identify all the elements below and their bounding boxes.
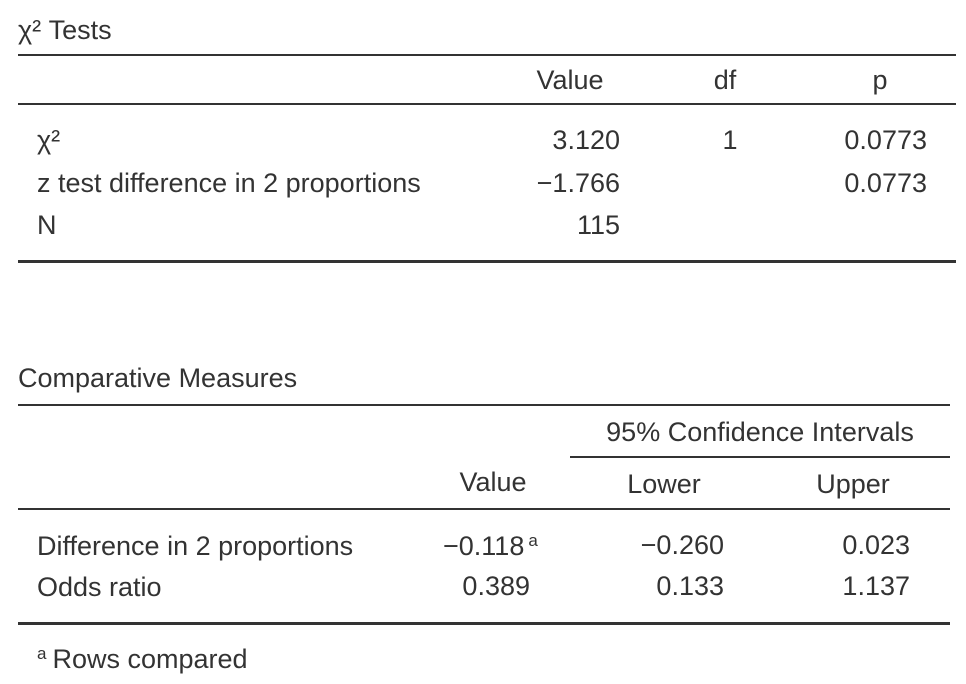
row-value: −1.766: [536, 168, 620, 198]
footnote-text: Rows compared: [52, 644, 248, 674]
column-header-df: df: [713, 65, 737, 95]
row-label: Difference in 2 proportions: [37, 531, 354, 561]
row-upper: 1.137: [842, 571, 910, 601]
row-p: 0.0773: [844, 125, 927, 155]
ci-group-header: 95% Confidence Intervals: [606, 417, 914, 447]
row-p: 0.0773: [844, 168, 927, 198]
table-title: χ² Tests: [18, 15, 112, 45]
row-label: z test difference in 2 proportions: [37, 168, 421, 198]
row-value: 0.389: [462, 571, 530, 601]
column-header-value: Value: [459, 467, 527, 497]
column-header-upper: Upper: [816, 469, 890, 499]
column-header-value: Value: [536, 65, 604, 95]
table-top-rule: [18, 404, 950, 406]
table-bottom-rule: [18, 622, 950, 625]
row-value: 115: [576, 210, 620, 240]
header-rule: [18, 103, 956, 105]
row-label: N: [37, 210, 57, 240]
footnote-marker: a: [528, 531, 538, 550]
row-value-number: −0.118: [443, 531, 525, 561]
row-label: χ²: [37, 125, 61, 155]
column-header-lower: Lower: [627, 469, 701, 499]
table-footnote: a Rows compared: [37, 645, 248, 673]
row-label: Odds ratio: [37, 572, 162, 602]
header-rule: [18, 508, 950, 510]
column-header-p: p: [872, 65, 888, 95]
row-lower: 0.133: [656, 571, 724, 601]
table-top-rule: [18, 54, 956, 56]
table-bottom-rule: [18, 260, 956, 263]
row-value: −0.118 a: [443, 532, 538, 560]
row-value: 3.120: [552, 125, 620, 155]
footnote-mark: a: [37, 644, 47, 663]
ci-group-rule: [570, 456, 950, 458]
table-title: Comparative Measures: [18, 363, 298, 393]
row-df: 1: [722, 125, 738, 155]
row-lower: −0.260: [640, 530, 724, 560]
row-upper: 0.023: [842, 530, 910, 560]
